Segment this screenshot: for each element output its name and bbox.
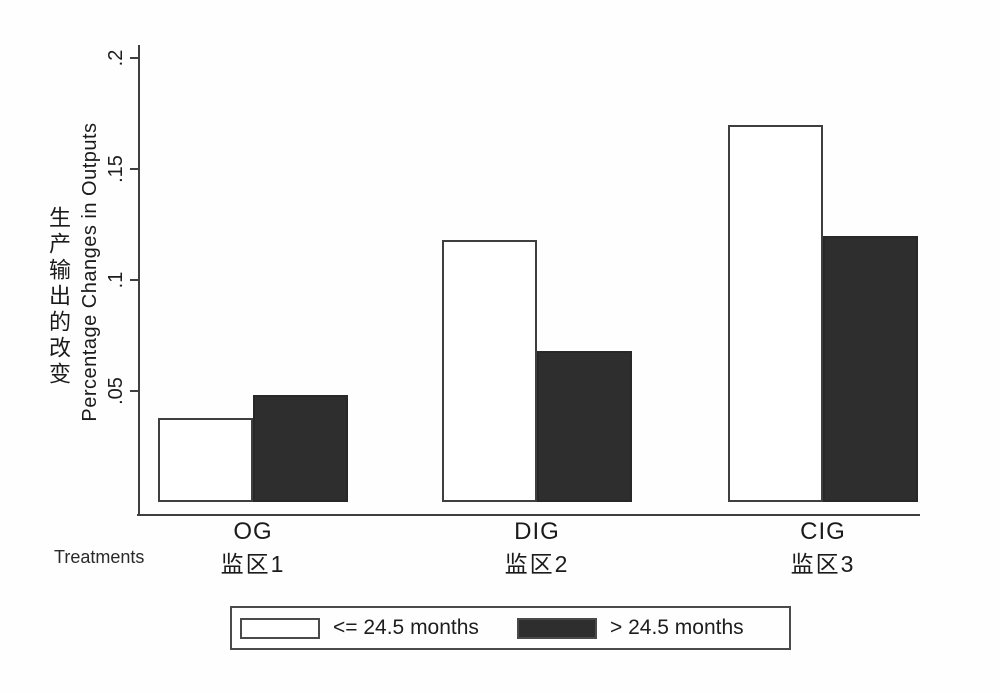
y-axis-title-chinese: 生产输出的改变 <box>46 206 71 388</box>
x-tick-sublabel-og: 监区1 <box>220 551 286 577</box>
y-tick-label-.05: .05 <box>105 377 127 405</box>
legend-swatch-gt-24-5-months <box>517 618 597 639</box>
bar-dig-le-24-5 <box>442 240 537 502</box>
y-tick-mark-.05 <box>130 390 140 392</box>
y-tick-mark-.1 <box>130 279 140 281</box>
bar-og-le-24-5 <box>158 418 253 502</box>
y-tick-mark-.15 <box>130 168 140 170</box>
y-tick-label-.15: .15 <box>105 155 127 183</box>
bar-cig-gt-24-5 <box>823 236 918 502</box>
y-axis-title-english: Percentage Changes in Outputs <box>79 122 101 422</box>
y-tick-label-.1: .1 <box>105 271 127 289</box>
legend-swatch-le-24-5-months <box>240 618 320 639</box>
x-axis-title: Treatments <box>54 547 145 567</box>
x-axis-line <box>137 514 920 516</box>
legend-label-le-24-5-months: <= 24.5 months <box>333 616 479 639</box>
x-tick-sublabel-cig: 监区3 <box>790 551 856 577</box>
bar-dig-gt-24-5 <box>537 351 632 502</box>
x-tick-label-cig: CIG <box>800 518 846 545</box>
y-tick-mark-.2 <box>130 57 140 59</box>
bar-og-gt-24-5 <box>253 395 348 502</box>
x-tick-label-dig: DIG <box>514 518 560 545</box>
legend: <= 24.5 months > 24.5 months <box>230 606 791 650</box>
bar-cig-le-24-5 <box>728 125 823 502</box>
x-tick-sublabel-dig: 监区2 <box>504 551 570 577</box>
legend-label-gt-24-5-months: > 24.5 months <box>610 616 744 639</box>
y-tick-label-.2: .2 <box>105 49 127 67</box>
x-tick-label-og: OG <box>233 518 273 545</box>
